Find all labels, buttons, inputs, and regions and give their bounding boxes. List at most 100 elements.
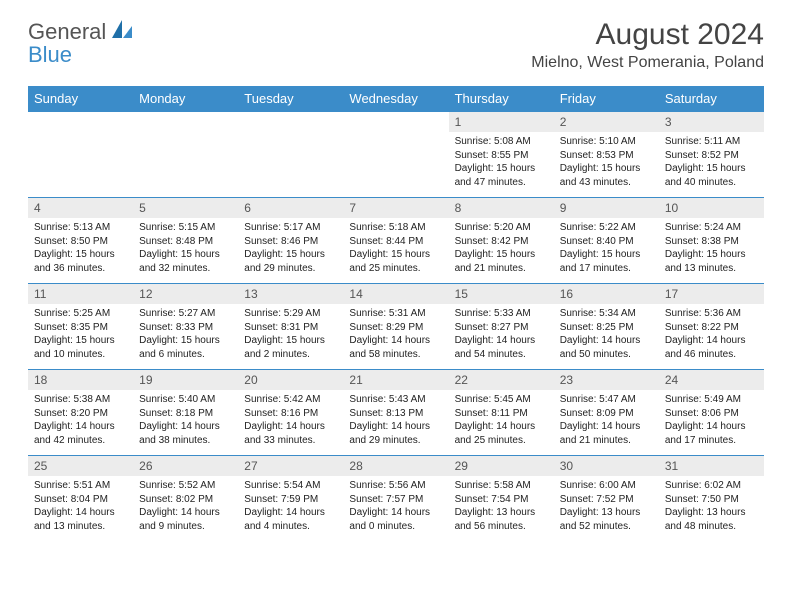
- weekday-row: SundayMondayTuesdayWednesdayThursdayFrid…: [28, 86, 764, 112]
- calendar-week: 18Sunrise: 5:38 AMSunset: 8:20 PMDayligh…: [28, 370, 764, 456]
- day-details: Sunrise: 5:40 AMSunset: 8:18 PMDaylight:…: [133, 390, 238, 455]
- month-title: August 2024: [531, 18, 764, 52]
- day-number: 22: [449, 370, 554, 390]
- day-details: Sunrise: 5:11 AMSunset: 8:52 PMDaylight:…: [659, 132, 764, 197]
- calendar-day: [343, 112, 448, 198]
- day-number: 17: [659, 284, 764, 304]
- calendar-day: 19Sunrise: 5:40 AMSunset: 8:18 PMDayligh…: [133, 370, 238, 456]
- day-details: Sunrise: 5:22 AMSunset: 8:40 PMDaylight:…: [554, 218, 659, 283]
- calendar-day: 22Sunrise: 5:45 AMSunset: 8:11 PMDayligh…: [449, 370, 554, 456]
- weekday-header: Wednesday: [343, 86, 448, 112]
- day-details: Sunrise: 5:24 AMSunset: 8:38 PMDaylight:…: [659, 218, 764, 283]
- weekday-header: Sunday: [28, 86, 133, 112]
- day-number: 24: [659, 370, 764, 390]
- calendar-table: SundayMondayTuesdayWednesdayThursdayFrid…: [28, 86, 764, 541]
- calendar-week: 11Sunrise: 5:25 AMSunset: 8:35 PMDayligh…: [28, 284, 764, 370]
- day-number: 7: [343, 198, 448, 218]
- day-number: 10: [659, 198, 764, 218]
- day-number: 5: [133, 198, 238, 218]
- day-details: Sunrise: 5:52 AMSunset: 8:02 PMDaylight:…: [133, 476, 238, 541]
- day-details: Sunrise: 5:47 AMSunset: 8:09 PMDaylight:…: [554, 390, 659, 455]
- calendar-day: 17Sunrise: 5:36 AMSunset: 8:22 PMDayligh…: [659, 284, 764, 370]
- calendar-day: 26Sunrise: 5:52 AMSunset: 8:02 PMDayligh…: [133, 456, 238, 542]
- calendar-day: 30Sunrise: 6:00 AMSunset: 7:52 PMDayligh…: [554, 456, 659, 542]
- weekday-header: Tuesday: [238, 86, 343, 112]
- day-details: Sunrise: 5:45 AMSunset: 8:11 PMDaylight:…: [449, 390, 554, 455]
- day-number: 25: [28, 456, 133, 476]
- day-number: 27: [238, 456, 343, 476]
- day-number: 23: [554, 370, 659, 390]
- day-details: Sunrise: 5:25 AMSunset: 8:35 PMDaylight:…: [28, 304, 133, 369]
- title-block: August 2024 Mielno, West Pomerania, Pola…: [531, 18, 764, 72]
- calendar-day: 23Sunrise: 5:47 AMSunset: 8:09 PMDayligh…: [554, 370, 659, 456]
- logo-blue-wrap: Blue: [28, 42, 72, 68]
- day-number: 12: [133, 284, 238, 304]
- day-number: 3: [659, 112, 764, 132]
- day-number: 1: [449, 112, 554, 132]
- calendar-day: 24Sunrise: 5:49 AMSunset: 8:06 PMDayligh…: [659, 370, 764, 456]
- calendar-day: 20Sunrise: 5:42 AMSunset: 8:16 PMDayligh…: [238, 370, 343, 456]
- weekday-header: Monday: [133, 86, 238, 112]
- day-details: Sunrise: 5:13 AMSunset: 8:50 PMDaylight:…: [28, 218, 133, 283]
- day-details: Sunrise: 5:38 AMSunset: 8:20 PMDaylight:…: [28, 390, 133, 455]
- day-number: 28: [343, 456, 448, 476]
- calendar-day: 18Sunrise: 5:38 AMSunset: 8:20 PMDayligh…: [28, 370, 133, 456]
- day-details: Sunrise: 5:54 AMSunset: 7:59 PMDaylight:…: [238, 476, 343, 541]
- day-details: Sunrise: 5:29 AMSunset: 8:31 PMDaylight:…: [238, 304, 343, 369]
- calendar-day: 29Sunrise: 5:58 AMSunset: 7:54 PMDayligh…: [449, 456, 554, 542]
- day-details: Sunrise: 5:15 AMSunset: 8:48 PMDaylight:…: [133, 218, 238, 283]
- logo-text-blue: Blue: [28, 42, 72, 67]
- day-details: Sunrise: 5:42 AMSunset: 8:16 PMDaylight:…: [238, 390, 343, 455]
- day-number: 21: [343, 370, 448, 390]
- calendar-day: 5Sunrise: 5:15 AMSunset: 8:48 PMDaylight…: [133, 198, 238, 284]
- calendar-body: 1Sunrise: 5:08 AMSunset: 8:55 PMDaylight…: [28, 112, 764, 542]
- weekday-header: Friday: [554, 86, 659, 112]
- day-number: 19: [133, 370, 238, 390]
- day-number: 8: [449, 198, 554, 218]
- calendar-day: [238, 112, 343, 198]
- calendar-day: 14Sunrise: 5:31 AMSunset: 8:29 PMDayligh…: [343, 284, 448, 370]
- day-number: 30: [554, 456, 659, 476]
- day-details: Sunrise: 5:43 AMSunset: 8:13 PMDaylight:…: [343, 390, 448, 455]
- day-details: Sunrise: 5:20 AMSunset: 8:42 PMDaylight:…: [449, 218, 554, 283]
- day-details: Sunrise: 6:00 AMSunset: 7:52 PMDaylight:…: [554, 476, 659, 541]
- calendar-week: 4Sunrise: 5:13 AMSunset: 8:50 PMDaylight…: [28, 198, 764, 284]
- day-number: 15: [449, 284, 554, 304]
- page-header: General August 2024 Mielno, West Pomeran…: [0, 0, 792, 80]
- calendar-day: 9Sunrise: 5:22 AMSunset: 8:40 PMDaylight…: [554, 198, 659, 284]
- day-number: 4: [28, 198, 133, 218]
- day-details: Sunrise: 5:49 AMSunset: 8:06 PMDaylight:…: [659, 390, 764, 455]
- calendar-day: 27Sunrise: 5:54 AMSunset: 7:59 PMDayligh…: [238, 456, 343, 542]
- calendar-day: 13Sunrise: 5:29 AMSunset: 8:31 PMDayligh…: [238, 284, 343, 370]
- calendar-day: 28Sunrise: 5:56 AMSunset: 7:57 PMDayligh…: [343, 456, 448, 542]
- calendar-head: SundayMondayTuesdayWednesdayThursdayFrid…: [28, 86, 764, 112]
- weekday-header: Thursday: [449, 86, 554, 112]
- calendar-day: 2Sunrise: 5:10 AMSunset: 8:53 PMDaylight…: [554, 112, 659, 198]
- day-number: 13: [238, 284, 343, 304]
- day-details: Sunrise: 5:58 AMSunset: 7:54 PMDaylight:…: [449, 476, 554, 541]
- calendar-day: 16Sunrise: 5:34 AMSunset: 8:25 PMDayligh…: [554, 284, 659, 370]
- day-details: Sunrise: 5:34 AMSunset: 8:25 PMDaylight:…: [554, 304, 659, 369]
- day-number: 16: [554, 284, 659, 304]
- logo-text-general: General: [28, 19, 106, 45]
- day-details: Sunrise: 5:51 AMSunset: 8:04 PMDaylight:…: [28, 476, 133, 541]
- day-details: Sunrise: 5:33 AMSunset: 8:27 PMDaylight:…: [449, 304, 554, 369]
- day-number: 9: [554, 198, 659, 218]
- day-details: Sunrise: 5:08 AMSunset: 8:55 PMDaylight:…: [449, 132, 554, 197]
- logo-sail-icon: [110, 18, 134, 45]
- calendar-day: 6Sunrise: 5:17 AMSunset: 8:46 PMDaylight…: [238, 198, 343, 284]
- day-details: Sunrise: 6:02 AMSunset: 7:50 PMDaylight:…: [659, 476, 764, 541]
- calendar-day: 12Sunrise: 5:27 AMSunset: 8:33 PMDayligh…: [133, 284, 238, 370]
- calendar-day: 8Sunrise: 5:20 AMSunset: 8:42 PMDaylight…: [449, 198, 554, 284]
- calendar-day: [28, 112, 133, 198]
- day-details: Sunrise: 5:27 AMSunset: 8:33 PMDaylight:…: [133, 304, 238, 369]
- day-number: 11: [28, 284, 133, 304]
- calendar-day: 10Sunrise: 5:24 AMSunset: 8:38 PMDayligh…: [659, 198, 764, 284]
- calendar-day: [133, 112, 238, 198]
- day-number: 14: [343, 284, 448, 304]
- day-details: Sunrise: 5:36 AMSunset: 8:22 PMDaylight:…: [659, 304, 764, 369]
- day-details: Sunrise: 5:17 AMSunset: 8:46 PMDaylight:…: [238, 218, 343, 283]
- day-number: 2: [554, 112, 659, 132]
- calendar-day: 7Sunrise: 5:18 AMSunset: 8:44 PMDaylight…: [343, 198, 448, 284]
- calendar-week: 1Sunrise: 5:08 AMSunset: 8:55 PMDaylight…: [28, 112, 764, 198]
